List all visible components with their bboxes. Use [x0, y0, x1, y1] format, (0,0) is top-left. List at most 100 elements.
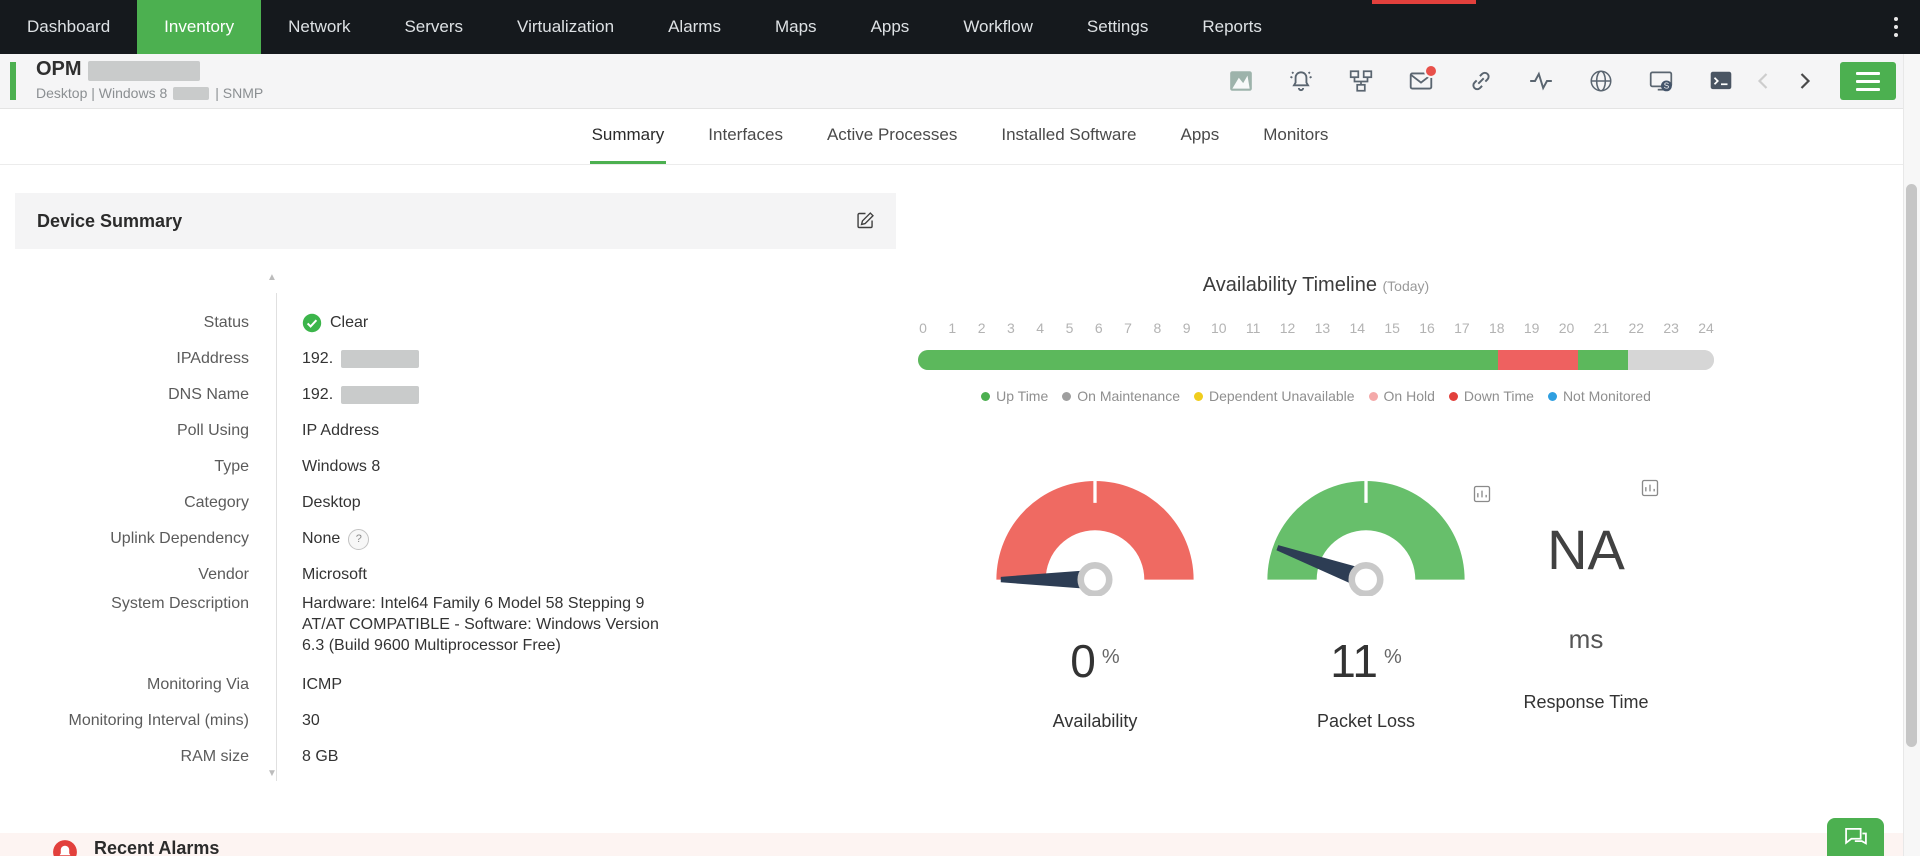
availability-gauge — [996, 478, 1194, 596]
clear-status-icon — [302, 313, 322, 333]
area-chart-icon[interactable] — [1228, 68, 1254, 94]
nav-item-reports[interactable]: Reports — [1202, 17, 1262, 36]
field-value: Windows 8 — [302, 458, 381, 475]
nav-item-maps[interactable]: Maps — [774, 17, 817, 36]
kebab-menu-icon[interactable] — [1872, 0, 1920, 54]
field-label: Category — [184, 494, 249, 511]
timeline-subtitle: (Today) — [1382, 278, 1430, 294]
legend-item: Up Time — [981, 388, 1048, 404]
timeline-hour-label: 19 — [1523, 320, 1540, 336]
field-value: IP Address — [302, 422, 380, 439]
field-row-monitoring-interval: Monitoring Interval (mins) 30 — [15, 703, 896, 739]
field-label: Poll Using — [176, 422, 249, 439]
edit-icon[interactable] — [855, 210, 876, 231]
tab-summary[interactable]: Summary — [589, 108, 667, 164]
field-row-dns-name: DNS Name 192. — [15, 377, 896, 413]
legend-item: Down Time — [1448, 388, 1534, 404]
nav-item-inventory[interactable]: Inventory — [137, 0, 262, 54]
field-value-wrap: Clear — [302, 313, 368, 333]
gauge-unit: % — [1383, 646, 1402, 668]
field-row-ipaddress: IPAddress 192. — [15, 341, 896, 377]
field-label: Monitoring Interval (mins) — [68, 712, 250, 729]
link-icon[interactable] — [1468, 68, 1494, 94]
timeline-hour-label: 7 — [1124, 320, 1132, 336]
menu-button[interactable] — [1840, 62, 1896, 100]
legend-label: On Maintenance — [1077, 388, 1180, 404]
scroll-down-icon[interactable]: ▼ — [267, 768, 277, 779]
timeline-hour-label: 18 — [1488, 320, 1505, 336]
pulse-icon[interactable] — [1528, 68, 1554, 94]
gauge-report-icon[interactable] — [1640, 478, 1660, 498]
field-value-wrap: 192. — [302, 350, 420, 368]
help-icon[interactable]: ? — [348, 528, 370, 550]
response-time-unit: ms — [1568, 624, 1604, 654]
chevron-left-icon[interactable] — [1752, 69, 1776, 93]
device-subtitle: Desktop | Windows 8 | SNMP — [36, 85, 263, 101]
terminal-icon[interactable] — [1708, 68, 1734, 94]
redacted-box — [341, 386, 420, 404]
mail-icon[interactable] — [1408, 64, 1438, 94]
timeline-hour-label: 5 — [1065, 320, 1074, 336]
tab-installed-software[interactable]: Installed Software — [1001, 124, 1137, 144]
device-title: OPM — [36, 58, 82, 80]
topology-icon[interactable] — [1348, 68, 1374, 94]
field-row-system-description: System Description Hardware: Intel64 Fam… — [15, 593, 896, 667]
legend-label: Dependent Unavailable — [1208, 388, 1355, 404]
field-row-status: Status Clear — [15, 305, 896, 341]
field-rows: Status Clear IPAddress 192. — [15, 249, 896, 775]
timeline-hour-label: 13 — [1314, 320, 1331, 336]
packet-loss-value: 11% — [1256, 636, 1476, 696]
scrollbar-thumb[interactable] — [1906, 184, 1917, 747]
timeline-hour-label: 17 — [1454, 320, 1470, 336]
field-label: IPAddress — [176, 350, 249, 367]
nav-item-network[interactable]: Network — [288, 17, 351, 36]
timeline-hour-label: 20 — [1558, 320, 1575, 336]
chat-button[interactable] — [1827, 818, 1884, 856]
page-scrollbar[interactable] — [1903, 54, 1920, 856]
legend-item: On Hold — [1368, 388, 1435, 404]
alarm-bell-icon[interactable] — [1288, 68, 1314, 94]
device-summary-body: ▲ ▼ Status Clear IPAddress 192. — [15, 249, 896, 789]
nav-item-apps[interactable]: Apps — [870, 17, 910, 36]
nav-item-workflow[interactable]: Workflow — [963, 17, 1033, 36]
gauge-label: Availability — [1052, 711, 1138, 731]
nav-item-settings[interactable]: Settings — [1086, 17, 1149, 36]
globe-icon[interactable] — [1588, 68, 1614, 94]
timeline-hour-label: 24 — [1698, 320, 1714, 336]
nav-item-alarms[interactable]: Alarms — [668, 17, 721, 36]
recent-alarms-title: Recent Alarms — [94, 838, 220, 856]
legend-label: Down Time — [1463, 388, 1534, 404]
field-value-wrap: 192. — [302, 386, 420, 404]
nav-item-virtualization[interactable]: Virtualization — [517, 17, 615, 36]
timeline-segment-down — [1498, 350, 1578, 370]
svg-text:S: S — [1664, 82, 1670, 91]
timeline-hours: 0 1 2 3 4 5 6 7 8 9 10 11 12 13 14 15 16 17 18 19 20 21 22 23 24 — [918, 320, 1714, 336]
tab-interfaces[interactable]: Interfaces — [708, 124, 783, 144]
tab-active-processes[interactable]: Active Processes — [826, 124, 958, 144]
legend-dot — [1547, 391, 1557, 401]
timeline-hour-label: 11 — [1245, 320, 1261, 336]
field-row-vendor: Vendor Microsoft — [15, 557, 896, 593]
response-time-block: NA ms Response Time — [1476, 470, 1696, 714]
timeline-segment-no-data — [1627, 350, 1714, 370]
timeline-hour-label: 22 — [1628, 320, 1645, 336]
timeline-segment-up — [1578, 350, 1628, 370]
field-label: Status — [203, 314, 249, 331]
timeline-hour-label: 8 — [1153, 320, 1162, 336]
chevron-right-icon[interactable] — [1792, 69, 1816, 93]
scroll-up-icon[interactable]: ▲ — [267, 272, 277, 283]
tab-apps[interactable]: Apps — [1180, 124, 1220, 144]
timeline-hour-label: 1 — [948, 320, 957, 336]
field-row-poll-using: Poll Using IP Address — [15, 413, 896, 449]
tab-bar: Summary Interfaces Active Processes Inst… — [0, 108, 1920, 165]
device-accent-bar — [10, 62, 16, 100]
tab-monitors[interactable]: Monitors — [1263, 124, 1329, 144]
nav-item-servers[interactable]: Servers — [404, 17, 464, 36]
remote-session-icon[interactable]: S — [1648, 68, 1674, 94]
timeline-hour-label: 6 — [1094, 320, 1103, 336]
timeline-hour-label: 16 — [1419, 320, 1435, 336]
nav-item-dashboard[interactable]: Dashboard — [27, 17, 111, 36]
timeline-bar — [918, 350, 1714, 370]
gauge-report-icon[interactable] — [1472, 484, 1492, 504]
legend-dot — [1448, 391, 1458, 401]
